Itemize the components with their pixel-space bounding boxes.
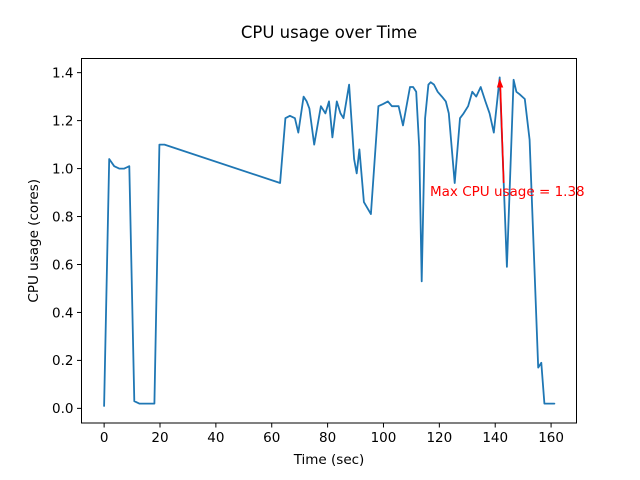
x-tick-label: 80 [319,430,336,446]
x-tick-label: 100 [371,430,397,446]
x-tick-label: 60 [263,430,280,446]
x-tick-label: 20 [151,430,168,446]
y-tick-label: 0.4 [52,305,73,321]
plot-group: 0 20 40 60 80 100 120 140 160 0.0 0.2 0.4 0.6 0.8 1.0 1… [52,58,577,446]
y-tick-label: 1.4 [52,65,73,81]
chart-title: CPU usage over Time [241,23,417,42]
cpu-usage-line [103,76,556,407]
max-annotation-arrow-shaft [499,84,505,184]
y-tick-label: 0.6 [52,257,73,273]
y-axis-label: CPU usage (cores) [26,179,42,303]
y-tick-label: 0.8 [52,209,73,225]
x-tick-label: 140 [482,430,508,446]
x-tick-label: 40 [207,430,224,446]
y-tick-label: 1.2 [52,113,73,129]
axes-spines [81,58,577,424]
max-annotation-arrow-head [496,78,504,88]
y-tick-label: 1.0 [52,161,73,177]
x-tick-label: 120 [426,430,452,446]
x-tick-label: 160 [538,430,564,446]
y-tick-label: 0.2 [52,353,73,369]
max-cpu-annotation-text: Max CPU usage = 1.38 [430,184,585,200]
x-axis-label: Time (sec) [293,452,365,468]
y-tick-label: 0.0 [52,401,73,417]
x-tick-label: 0 [100,430,109,446]
